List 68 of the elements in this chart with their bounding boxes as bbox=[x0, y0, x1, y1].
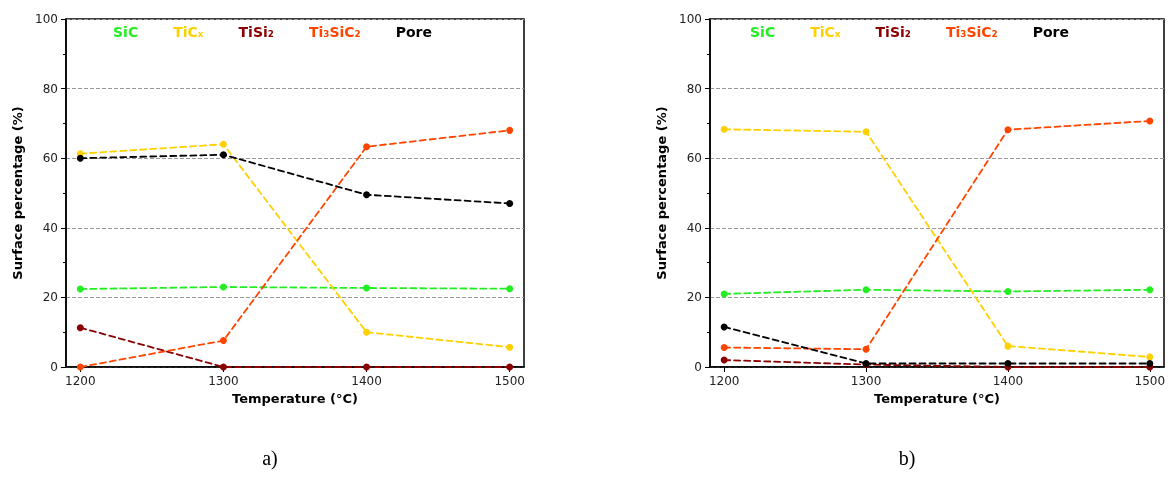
x-tick-label: 1400 bbox=[992, 374, 1024, 388]
y-tick-label: 80 bbox=[42, 81, 58, 96]
x-tick-label: 1200 bbox=[708, 374, 740, 388]
y-axis-title: Surface percentage (%) bbox=[10, 106, 26, 280]
y-tick-label: 60 bbox=[686, 151, 702, 166]
point bbox=[862, 345, 870, 353]
x-axis-title: Temperature (°C) bbox=[232, 390, 358, 406]
text: TiCₓ bbox=[810, 24, 841, 40]
point bbox=[720, 356, 728, 364]
point bbox=[219, 337, 227, 345]
point bbox=[219, 151, 227, 159]
point bbox=[363, 363, 371, 371]
text: Ti₃SiC₂ bbox=[945, 24, 998, 40]
text: b) bbox=[898, 447, 916, 470]
text: SiC bbox=[113, 24, 139, 40]
y-tick-label: 20 bbox=[686, 290, 702, 305]
point bbox=[506, 363, 514, 371]
point bbox=[506, 126, 514, 134]
point bbox=[363, 328, 371, 336]
y-axis-title: Surface percentage (%) bbox=[654, 106, 670, 280]
point bbox=[1004, 287, 1012, 295]
y-tick-label: 80 bbox=[686, 81, 702, 96]
text: SiC bbox=[750, 24, 776, 40]
point bbox=[506, 285, 514, 293]
text: Pore bbox=[1032, 24, 1069, 40]
point bbox=[76, 154, 84, 162]
y-tick-label: 40 bbox=[686, 220, 702, 235]
point bbox=[219, 140, 227, 148]
y-tick-label: 0 bbox=[50, 360, 58, 374]
point bbox=[506, 199, 514, 207]
x-tick-label: 1200 bbox=[65, 374, 96, 388]
x-tick-label: 1500 bbox=[494, 374, 525, 388]
point bbox=[1146, 286, 1154, 294]
x-tick-label: 1500 bbox=[1134, 374, 1166, 388]
point bbox=[506, 343, 514, 351]
text: a) bbox=[262, 447, 278, 470]
x-tick-label: 1400 bbox=[351, 374, 382, 388]
point bbox=[219, 363, 227, 371]
x-tick-label: 1300 bbox=[850, 374, 882, 388]
x-tick-label: 1300 bbox=[208, 374, 239, 388]
point bbox=[862, 128, 870, 136]
point bbox=[1146, 117, 1154, 125]
y-tick-label: 40 bbox=[42, 220, 58, 235]
text: TiSi₂ bbox=[238, 24, 274, 40]
text: TiCₓ bbox=[173, 24, 204, 40]
point bbox=[720, 125, 728, 133]
y-tick-label: 100 bbox=[35, 12, 58, 26]
x-axis-title: Temperature (°C) bbox=[874, 390, 1000, 406]
point bbox=[219, 283, 227, 291]
point bbox=[720, 323, 728, 331]
text: TiSi₂ bbox=[875, 24, 911, 40]
y-tick-label: 0 bbox=[694, 360, 702, 374]
point bbox=[76, 324, 84, 332]
point bbox=[720, 344, 728, 352]
point bbox=[363, 284, 371, 292]
y-tick-label: 60 bbox=[42, 151, 58, 166]
text: Ti₃SiC₂ bbox=[308, 24, 361, 40]
point bbox=[363, 191, 371, 199]
point bbox=[720, 290, 728, 298]
point bbox=[76, 363, 84, 371]
point bbox=[76, 285, 84, 293]
y-tick-label: 100 bbox=[679, 12, 702, 26]
text: Pore bbox=[395, 24, 432, 40]
point bbox=[1146, 353, 1154, 361]
point bbox=[1004, 126, 1012, 134]
point bbox=[363, 143, 371, 151]
point bbox=[862, 286, 870, 294]
y-tick-label: 20 bbox=[42, 290, 58, 305]
